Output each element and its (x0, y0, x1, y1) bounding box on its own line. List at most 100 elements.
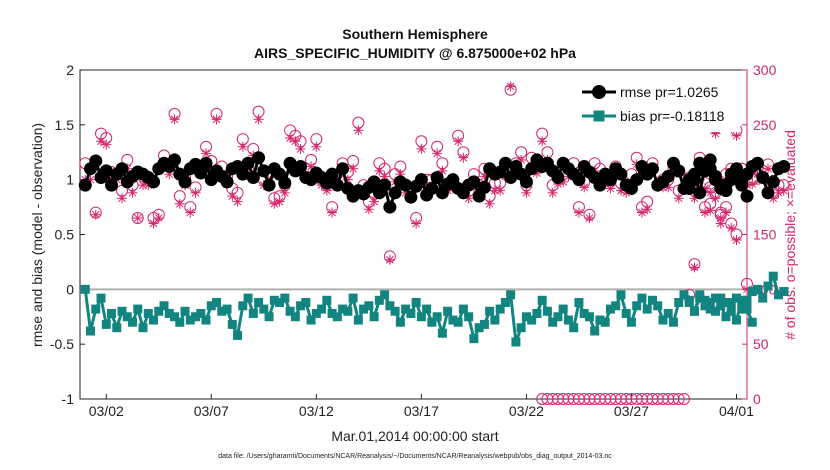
series-3-point (290, 136, 301, 147)
series-1-point (726, 306, 736, 316)
series-4-point (677, 393, 690, 405)
series-1-point (411, 297, 421, 307)
series-3-point-stroke (191, 188, 200, 197)
y-tick-label: 1 (66, 172, 74, 188)
series-1-point (390, 306, 400, 316)
series-3-point-stroke (496, 186, 505, 195)
series-3-point-stroke (585, 214, 594, 222)
series-0-point (383, 200, 397, 214)
series-1-point (490, 315, 500, 325)
series-1-point (731, 315, 741, 325)
series-0-point (199, 156, 213, 170)
series-3-point-stroke (97, 137, 105, 146)
series-1-point (448, 315, 458, 325)
y-right-tick-label: 50 (753, 336, 769, 352)
series-3-point (636, 207, 647, 218)
series-3-point (747, 179, 758, 190)
series-1-point (259, 304, 269, 314)
series-1-point (343, 306, 353, 316)
series-3-point (374, 165, 385, 176)
series-0-point (168, 153, 182, 167)
series-1-point (710, 306, 720, 316)
series-1-point (385, 301, 395, 311)
series-3-point-stroke (154, 214, 163, 222)
chart-subtitle: AIRS_SPECIFIC_HUMIDITY @ 6.875000e+02 hP… (254, 45, 576, 61)
series-3-point-stroke (732, 236, 741, 244)
series-0-point (614, 167, 628, 181)
series-1-point (364, 301, 374, 311)
series-3-point-stroke (370, 197, 378, 206)
y-tick-label: -0.5 (50, 336, 74, 352)
series-3-point (253, 114, 264, 125)
series-1-point (616, 290, 626, 300)
series-1-point (721, 297, 731, 307)
series-1-point (611, 301, 621, 311)
series-3-point-stroke (202, 149, 210, 158)
series-3-point (369, 196, 380, 207)
series-3-point (411, 218, 422, 229)
series-1-point (206, 301, 216, 311)
series-3-point-stroke (380, 172, 389, 181)
series-1-point (243, 293, 253, 303)
series-3-point-stroke (118, 194, 126, 203)
series-0-point (246, 170, 260, 184)
series-1-point (290, 312, 300, 322)
series-3-point-stroke (349, 164, 357, 173)
series-1-point (485, 306, 495, 316)
series-3-point-stroke (459, 153, 468, 162)
series-3-point-stroke (280, 188, 289, 197)
series-3-point-stroke (133, 214, 142, 222)
series-1-point (537, 295, 547, 305)
series-1-point (742, 304, 752, 314)
series-1-point (453, 317, 463, 327)
series-3-point (505, 81, 516, 92)
series-1-point (170, 312, 180, 322)
series-3-point (726, 222, 737, 233)
series-0-point (404, 190, 418, 204)
series-1-point (222, 304, 232, 314)
series-1-point (779, 287, 789, 297)
series-1-point (395, 317, 405, 327)
y-axis-label: rmse and bias (model - observation) (29, 123, 45, 347)
series-0-point (252, 151, 266, 165)
series-3-point (348, 163, 359, 174)
series-1-point (164, 308, 174, 318)
series-3-point (521, 187, 532, 198)
series-1-point (542, 306, 552, 316)
x-axis-label: Mar.01,2014 00:00:00 start (331, 428, 498, 444)
series-3-point-stroke (417, 145, 426, 153)
series-3-point-stroke (764, 164, 772, 173)
series-3-point-stroke (716, 219, 725, 228)
series-3-point-stroke (254, 115, 263, 124)
series-3-point (731, 234, 742, 245)
series-0-point (278, 176, 292, 190)
series-1-point (584, 312, 594, 322)
series-1-point (133, 304, 143, 314)
series-3-point-stroke (454, 137, 462, 146)
series-3-point-stroke (606, 184, 615, 193)
series-1-point (558, 304, 568, 314)
series-3-point (484, 198, 495, 209)
series-3-point-stroke (296, 145, 305, 153)
series-3-point (132, 213, 143, 224)
series-3-point (117, 193, 128, 204)
series-1-point (86, 326, 96, 336)
series-3-point-stroke (548, 188, 557, 197)
series-0-point (603, 173, 617, 187)
series-3-point (90, 209, 101, 220)
series-1-point (479, 319, 489, 329)
series-0-point (325, 167, 339, 181)
series-3-point (778, 185, 789, 196)
series-0-point (378, 178, 392, 192)
y-right-tick-label: 0 (753, 391, 761, 407)
series-1-point (511, 337, 521, 347)
series-3-point (416, 143, 427, 154)
series-1-point (532, 308, 542, 318)
series-3-point-stroke (485, 199, 494, 208)
series-1-point (469, 334, 479, 344)
series-3-point (96, 136, 107, 147)
series-1-point (590, 326, 600, 336)
series-1-point (96, 293, 106, 303)
legend-marker (593, 110, 605, 122)
y-tick-label: 0 (66, 281, 74, 297)
